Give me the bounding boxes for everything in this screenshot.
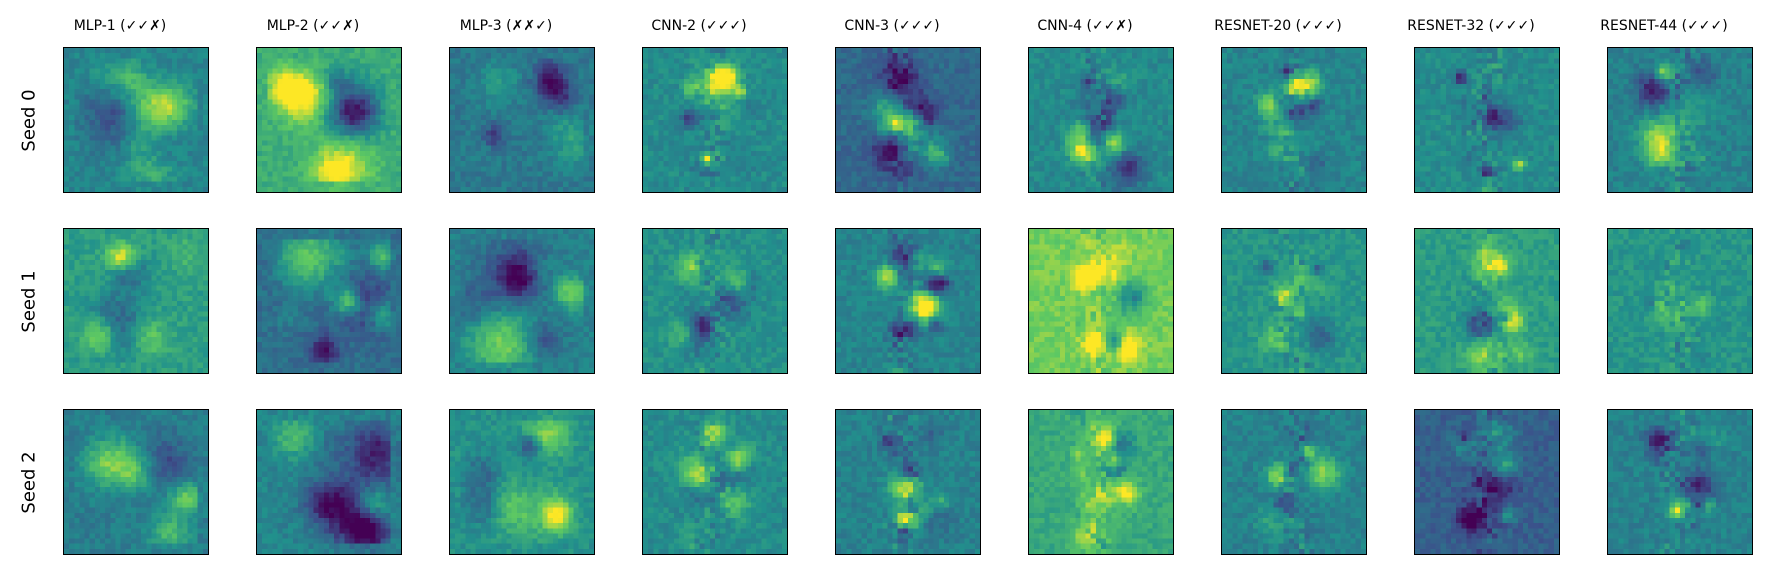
heatmap-image <box>450 48 594 192</box>
heatmap-panel-cnn-4-seed-0 <box>1028 47 1174 193</box>
heatmap-image <box>1029 48 1173 192</box>
heatmap-panel-mlp-1-seed-0 <box>63 47 209 193</box>
heatmap-image <box>64 229 208 373</box>
heatmap-panel-cnn-2-seed-0 <box>642 47 788 193</box>
heatmap-panel-resnet-44-seed-2 <box>1607 409 1753 555</box>
column-title-cnn-4: CNN-4 (✓✓✗) <box>1037 18 1133 34</box>
heatmap-panel-resnet-20-seed-1 <box>1221 228 1367 374</box>
heatmap-panel-mlp-1-seed-1 <box>63 228 209 374</box>
heatmap-image <box>1415 48 1559 192</box>
heatmap-image <box>1029 229 1173 373</box>
heatmap-image <box>1608 229 1752 373</box>
heatmap-panel-mlp-2-seed-0 <box>256 47 402 193</box>
heatmap-image <box>643 48 787 192</box>
heatmap-panel-mlp-2-seed-1 <box>256 228 402 374</box>
row-label-seed-1: Seed 1 <box>18 269 40 333</box>
column-title-mlp-3: MLP-3 (✗✗✓) <box>459 18 553 34</box>
heatmap-panel-mlp-2-seed-2 <box>256 409 402 555</box>
heatmap-image <box>450 410 594 554</box>
heatmap-image <box>450 229 594 373</box>
heatmap-panel-cnn-4-seed-1 <box>1028 228 1174 374</box>
heatmap-panel-mlp-1-seed-2 <box>63 409 209 555</box>
column-title-resnet-32: RESNET-32 (✓✓✓) <box>1407 18 1535 34</box>
heatmap-image <box>1029 410 1173 554</box>
heatmap-panel-cnn-4-seed-2 <box>1028 409 1174 555</box>
column-title-resnet-20: RESNET-20 (✓✓✓) <box>1214 18 1342 34</box>
heatmap-image <box>257 410 401 554</box>
heatmap-panel-cnn-2-seed-1 <box>642 228 788 374</box>
heatmap-image <box>1415 410 1559 554</box>
heatmap-image <box>643 229 787 373</box>
heatmap-image <box>1608 410 1752 554</box>
heatmap-panel-cnn-3-seed-0 <box>835 47 981 193</box>
column-title-cnn-3: CNN-3 (✓✓✓) <box>844 18 940 34</box>
heatmap-image <box>257 229 401 373</box>
heatmap-image <box>64 410 208 554</box>
column-title-cnn-2: CNN-2 (✓✓✓) <box>651 18 747 34</box>
heatmap-panel-resnet-32-seed-1 <box>1414 228 1560 374</box>
heatmap-image <box>643 410 787 554</box>
heatmap-image <box>64 48 208 192</box>
heatmap-image <box>836 229 980 373</box>
heatmap-image <box>1222 48 1366 192</box>
heatmap-panel-resnet-44-seed-1 <box>1607 228 1753 374</box>
heatmap-panel-cnn-3-seed-1 <box>835 228 981 374</box>
heatmap-panel-resnet-20-seed-2 <box>1221 409 1367 555</box>
heatmap-image <box>1222 410 1366 554</box>
heatmap-panel-mlp-3-seed-0 <box>449 47 595 193</box>
heatmap-panel-resnet-32-seed-2 <box>1414 409 1560 555</box>
heatmap-image <box>1608 48 1752 192</box>
heatmap-panel-resnet-20-seed-0 <box>1221 47 1367 193</box>
column-title-mlp-1: MLP-1 (✓✓✗) <box>73 18 167 34</box>
heatmap-image <box>257 48 401 192</box>
heatmap-image <box>1222 229 1366 373</box>
column-title-resnet-44: RESNET-44 (✓✓✓) <box>1600 18 1728 34</box>
heatmap-panel-mlp-3-seed-1 <box>449 228 595 374</box>
heatmap-image <box>836 410 980 554</box>
heatmap-panel-resnet-32-seed-0 <box>1414 47 1560 193</box>
heatmap-panel-cnn-2-seed-2 <box>642 409 788 555</box>
heatmap-panel-mlp-3-seed-2 <box>449 409 595 555</box>
heatmap-panel-resnet-44-seed-0 <box>1607 47 1753 193</box>
row-label-seed-0: Seed 0 <box>18 88 40 152</box>
heatmap-image <box>836 48 980 192</box>
heatmap-image <box>1415 229 1559 373</box>
heatmap-panel-cnn-3-seed-2 <box>835 409 981 555</box>
column-title-mlp-2: MLP-2 (✓✓✗) <box>266 18 360 34</box>
row-label-seed-2: Seed 2 <box>18 450 40 514</box>
